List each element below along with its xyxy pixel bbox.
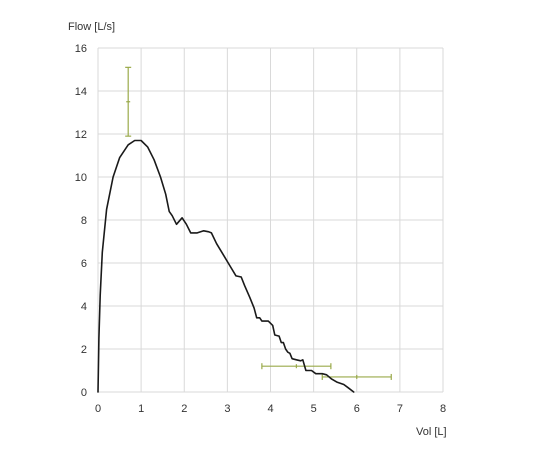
x-tick-label: 2 <box>181 403 187 415</box>
y-tick-label: 12 <box>75 129 87 141</box>
x-tick-label: 5 <box>311 403 317 415</box>
x-axis-label: Vol [L] <box>416 426 447 438</box>
curve-layer <box>97 139 355 393</box>
y-tick-label: 0 <box>81 387 87 399</box>
x-tick-label: 0 <box>95 403 101 415</box>
error-bars <box>125 66 392 380</box>
x-tick-label: 1 <box>138 403 144 415</box>
x-tick-label: 6 <box>354 403 360 415</box>
y-tick-label: 6 <box>81 258 87 270</box>
flow-volume-curve <box>97 139 355 393</box>
y-tick-label: 10 <box>75 172 87 184</box>
x-tick-label: 8 <box>440 403 446 415</box>
y-axis-label: Flow [L/s] <box>68 21 115 33</box>
x-tick-label: 4 <box>267 403 273 415</box>
y-tick-label: 14 <box>75 86 87 98</box>
y-tick-label: 8 <box>81 215 87 227</box>
y-tick-label: 16 <box>75 43 87 55</box>
y-tick-label: 2 <box>81 344 87 356</box>
x-tick-label: 7 <box>397 403 403 415</box>
grid-layer <box>97 47 444 393</box>
x-tick-label: 3 <box>224 403 230 415</box>
y-tick-label: 4 <box>81 301 87 313</box>
